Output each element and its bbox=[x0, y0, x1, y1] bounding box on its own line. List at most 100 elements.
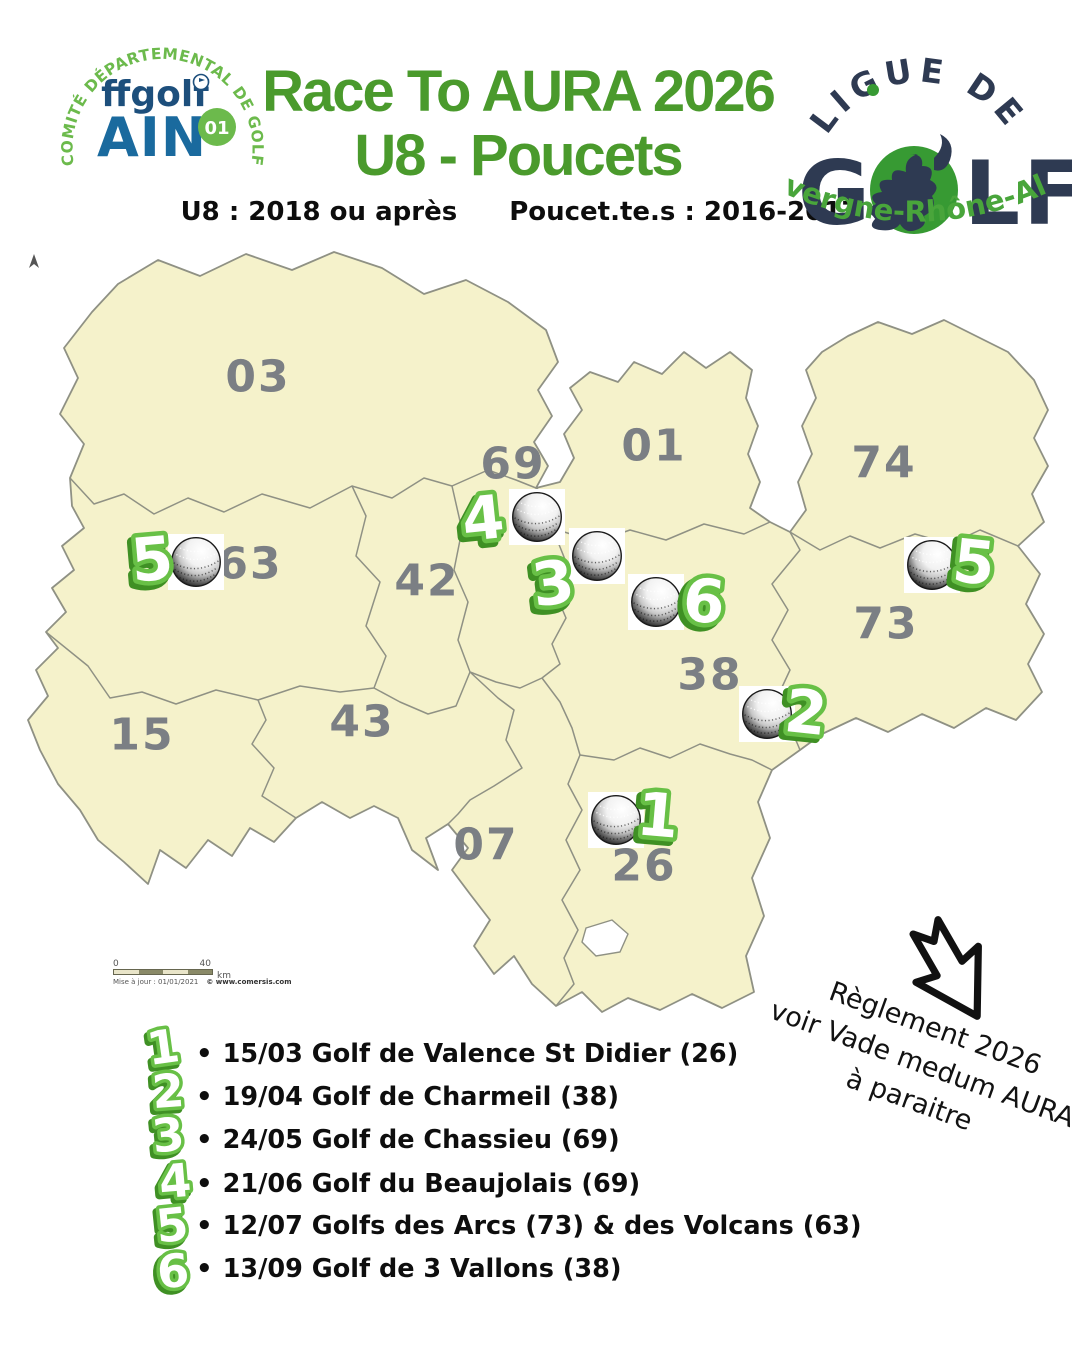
bullet-icon: • bbox=[196, 1039, 213, 1069]
scale-unit: km bbox=[217, 971, 231, 981]
ain-committee-logo: COMITÉ DÉPARTEMENTAL DE GOLF ffgolf AIN … bbox=[55, 32, 270, 182]
dept-label-26: 26 bbox=[611, 840, 677, 892]
golf-ball-icon bbox=[904, 537, 960, 593]
svg-text:5: 5 bbox=[949, 526, 998, 600]
dept-label-03: 03 bbox=[225, 351, 291, 403]
marker-6-trois-vallons: 6 6 bbox=[628, 561, 732, 642]
marker-number: 5 5 bbox=[120, 519, 181, 600]
dept-label-38: 38 bbox=[677, 649, 743, 701]
golf-letter-g: G bbox=[798, 142, 870, 243]
svg-text:2: 2 bbox=[150, 1063, 186, 1119]
marker-5-les-arcs: 5 5 bbox=[904, 522, 1003, 604]
ain-01-badge-label: 01 bbox=[204, 118, 229, 139]
poster-title: Race To AURA 2026 U8 - Poucets bbox=[238, 60, 798, 188]
dept-label-63: 63 bbox=[217, 538, 283, 590]
ain-wordmark: AIN bbox=[97, 106, 207, 169]
marker-4-beaujolais: 4 4 bbox=[450, 478, 565, 560]
golf-ball-icon bbox=[509, 489, 565, 545]
title-line-2: U8 - Poucets bbox=[354, 123, 683, 188]
marker-3-chassieu: 3 3 bbox=[520, 528, 625, 625]
age-categories: U8 : 2018 ou après Poucet.te.s : 2016-20… bbox=[170, 197, 870, 227]
svg-text:3: 3 bbox=[147, 1110, 184, 1166]
svg-text:5: 5 bbox=[128, 523, 176, 596]
list-number-5: 5 5 bbox=[147, 1193, 195, 1256]
list-number-4: 4 4 bbox=[150, 1149, 197, 1211]
event-row-4: • 21/06 Golf du Beaujolais (69) bbox=[196, 1169, 640, 1199]
event-row-2: • 19/04 Golf de Charmeil (38) bbox=[196, 1082, 619, 1112]
scale-end: 40 bbox=[199, 959, 211, 969]
marker-2-charmeil: 2 2 bbox=[739, 672, 835, 754]
department-borders bbox=[45, 469, 1019, 1007]
dept-label-15: 15 bbox=[109, 709, 175, 761]
list-number-1: 1 1 bbox=[137, 1015, 186, 1079]
event-row-6: • 13/09 Golf de 3 Vallons (38) bbox=[196, 1254, 622, 1284]
aura-region-map bbox=[27, 251, 1049, 1013]
bullet-icon: • bbox=[196, 1169, 213, 1199]
list-number-3: 3 3 bbox=[143, 1103, 191, 1166]
subtitle-u8: U8 : 2018 ou après bbox=[180, 197, 458, 227]
svg-text:1: 1 bbox=[634, 779, 682, 852]
svg-text:2: 2 bbox=[147, 1066, 183, 1121]
bullet-icon: • bbox=[196, 1254, 213, 1284]
map-scale-bar: 0 40 km Mise à jour : 01/01/2021 © www.c… bbox=[113, 959, 292, 986]
golf-ball-icon bbox=[588, 792, 644, 848]
event-row-1: • 15/03 Golf de Valence St Didier (26) bbox=[196, 1039, 738, 1069]
event-text: 13/09 Golf de 3 Vallons (38) bbox=[222, 1254, 622, 1284]
event-row-3: • 24/05 Golf de Chassieu (69) bbox=[196, 1125, 620, 1155]
golf-letters-lf: LF bbox=[964, 142, 1072, 243]
enclave-des-papes bbox=[581, 919, 629, 957]
svg-text:1: 1 bbox=[630, 783, 678, 856]
event-text: 21/06 Golf du Beaujolais (69) bbox=[222, 1169, 641, 1199]
ffgolf-flag-mark-icon bbox=[192, 73, 210, 91]
marker-number: 1 1 bbox=[625, 775, 687, 856]
map-credit: © www.comersis.com bbox=[206, 978, 292, 986]
marker-number: 6 6 bbox=[671, 561, 733, 642]
event-text: 19/04 Golf de Charmeil (38) bbox=[222, 1082, 620, 1112]
map-updated-label: Mise à jour : 01/01/2021 bbox=[113, 978, 199, 986]
scale-bar-segments bbox=[113, 969, 213, 975]
title-line-1: Race To AURA 2026 bbox=[262, 59, 776, 124]
ligue-de-arc-text: LIGUE DE bbox=[802, 50, 1034, 140]
dept-label-69: 69 bbox=[480, 438, 546, 490]
marker-1-valence: 1 1 bbox=[588, 775, 686, 856]
list-number-2: 2 2 bbox=[143, 1059, 189, 1121]
ffgolf-wordmark: ffgolf bbox=[101, 74, 209, 115]
svg-text:3: 3 bbox=[528, 547, 578, 622]
region-silhouette bbox=[27, 251, 1049, 1013]
svg-text:4: 4 bbox=[459, 482, 508, 556]
event-text: 24/05 Golf de Chassieu (69) bbox=[222, 1125, 620, 1155]
dept-label-73: 73 bbox=[853, 598, 919, 650]
dept-label-43: 43 bbox=[329, 696, 395, 748]
event-list: 1 1 2 2 3 3 4 4 5 5 6 6 • 15/03 Golf de … bbox=[137, 1015, 980, 1312]
lion-icon bbox=[869, 134, 952, 232]
svg-text:2: 2 bbox=[781, 676, 830, 750]
event-row-5: • 12/07 Golfs des Arcs (73) & des Volcan… bbox=[196, 1211, 862, 1241]
golf-ball-icon bbox=[168, 534, 224, 590]
marker-number: 5 5 bbox=[940, 522, 1003, 604]
event-text: 12/07 Golfs des Arcs (73) & des Volcans … bbox=[222, 1211, 862, 1241]
event-text: 15/03 Golf de Valence St Didier (26) bbox=[222, 1039, 739, 1069]
ffgolf-flag-icon bbox=[199, 78, 205, 86]
ligue-golf-logo: LIGUE DE G LF Auvergne-Rhône-Alpes bbox=[761, 11, 1080, 245]
golf-ball-icon bbox=[739, 686, 795, 742]
ligue-i-dot-ball-icon bbox=[867, 84, 879, 96]
golf-ball-icon bbox=[569, 528, 625, 584]
scale-start: 0 bbox=[113, 959, 119, 969]
bullet-icon: • bbox=[196, 1082, 213, 1112]
dept-label-42: 42 bbox=[394, 555, 460, 607]
svg-text:3: 3 bbox=[525, 551, 575, 625]
svg-text:6: 6 bbox=[680, 565, 728, 638]
marker-number: 4 4 bbox=[450, 478, 512, 560]
bullet-icon: • bbox=[196, 1211, 213, 1241]
marker-5-volcans: 5 5 bbox=[120, 519, 224, 600]
down-arrow-icon bbox=[898, 912, 1008, 1032]
dept-label-01: 01 bbox=[621, 420, 687, 472]
ain-01-badge bbox=[198, 108, 236, 146]
golf-ball-icon bbox=[628, 574, 684, 630]
marker-number: 2 2 bbox=[772, 672, 835, 754]
subtitle-poucets: Poucet.te.s : 2016-2017 bbox=[509, 197, 860, 227]
north-arrow-icon bbox=[26, 252, 42, 276]
svg-text:6: 6 bbox=[152, 1246, 188, 1301]
svg-text:6: 6 bbox=[155, 1243, 191, 1299]
bullet-icon: • bbox=[196, 1125, 213, 1155]
